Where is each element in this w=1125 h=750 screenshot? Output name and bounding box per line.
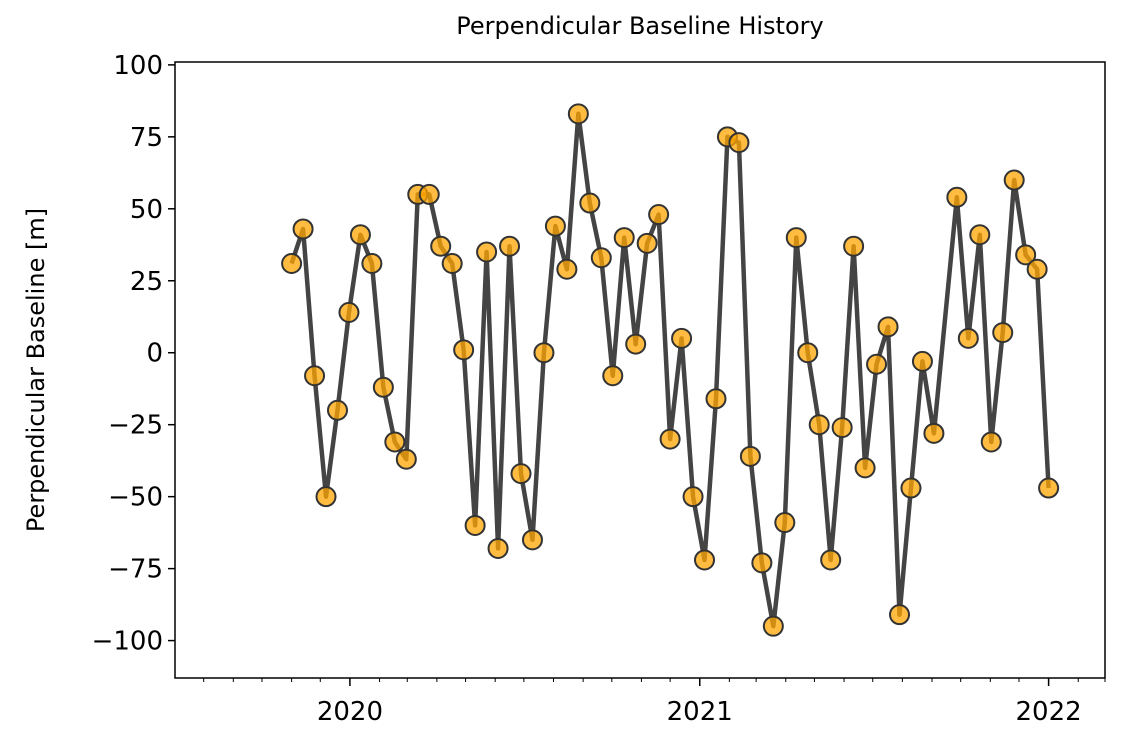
plot-frame	[174, 61, 1106, 679]
data-point	[739, 445, 761, 467]
data-point	[1038, 477, 1060, 499]
data-point	[384, 431, 406, 453]
data-point	[843, 235, 865, 257]
data-point	[430, 235, 452, 257]
data-point	[854, 457, 876, 479]
x-tick-label: 2020	[317, 697, 383, 727]
data-point	[304, 365, 326, 387]
data-point	[797, 342, 819, 364]
data-point	[820, 549, 842, 571]
data-point	[785, 227, 807, 249]
y-tick-label: 0	[146, 339, 163, 369]
x-tick-label: 2022	[1016, 697, 1082, 727]
data-point	[682, 486, 704, 508]
data-point	[946, 186, 968, 208]
data-point	[923, 422, 945, 444]
data-point	[487, 537, 509, 559]
data-point	[533, 342, 555, 364]
data-point	[476, 241, 498, 263]
data-point	[556, 258, 578, 280]
data-point	[1003, 169, 1025, 191]
data-point	[338, 301, 360, 323]
data-point	[349, 224, 371, 246]
data-point	[395, 448, 417, 470]
chart-title: Perpendicular Baseline History	[456, 12, 823, 40]
data-point	[900, 477, 922, 499]
data-point	[590, 247, 612, 269]
y-tick-label: 75	[130, 123, 163, 153]
data-point	[969, 224, 991, 246]
data-point	[728, 132, 750, 154]
data-point	[705, 388, 727, 410]
series-line	[289, 111, 1051, 629]
data-point	[441, 252, 463, 274]
data-point	[694, 549, 716, 571]
data-point	[372, 376, 394, 398]
data-point	[544, 215, 566, 237]
data-point	[992, 322, 1014, 344]
data-point	[625, 333, 647, 355]
data-point	[751, 552, 773, 574]
y-tick-label: −25	[108, 411, 163, 441]
y-tick-label: 100	[113, 51, 163, 81]
data-point	[1015, 244, 1037, 266]
data-point	[877, 316, 899, 338]
data-point	[957, 327, 979, 349]
data-point	[889, 604, 911, 626]
data-point	[1026, 258, 1048, 280]
data-point	[648, 204, 670, 226]
data-point	[762, 615, 784, 637]
data-point	[361, 252, 383, 274]
data-point	[602, 365, 624, 387]
data-point	[831, 417, 853, 439]
data-point	[567, 103, 589, 125]
y-tick-label: 25	[130, 267, 163, 297]
data-point	[510, 463, 532, 485]
data-point	[499, 235, 521, 257]
data-point	[636, 232, 658, 254]
data-point	[315, 486, 337, 508]
data-point	[866, 353, 888, 375]
x-tick-label: 2021	[667, 697, 733, 727]
data-point	[659, 428, 681, 450]
y-tick-label: −100	[92, 627, 163, 657]
y-tick-label: 50	[130, 195, 163, 225]
data-point	[671, 327, 693, 349]
data-point	[980, 431, 1002, 453]
data-point	[911, 350, 933, 372]
data-point	[521, 529, 543, 551]
data-point	[281, 252, 303, 274]
data-point	[808, 414, 830, 436]
y-tick-label: −75	[108, 555, 163, 585]
data-point	[613, 227, 635, 249]
data-point	[579, 192, 601, 214]
y-axis-label: Perpendicular Baseline [m]	[22, 208, 50, 532]
data-point	[326, 399, 348, 421]
data-point	[418, 183, 440, 205]
y-tick-label: −50	[108, 483, 163, 513]
data-point	[453, 339, 475, 361]
data-point	[292, 218, 314, 240]
data-point	[464, 514, 486, 536]
data-point	[774, 512, 796, 534]
